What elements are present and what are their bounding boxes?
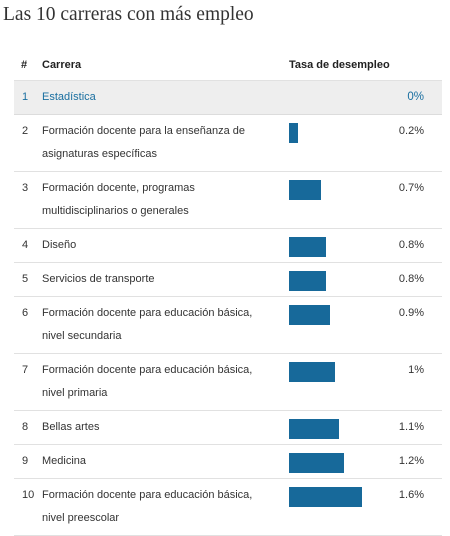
row-career-name: Formación docente para la enseñanza de a… bbox=[42, 125, 246, 160]
column-header-rate: Tasa de desempleo bbox=[289, 59, 390, 71]
row-career-name: Formación docente para educación básica,… bbox=[42, 307, 253, 342]
row-rank: 5 bbox=[22, 273, 29, 285]
row-value-label: 0.7% bbox=[398, 182, 424, 194]
header-divider bbox=[14, 80, 442, 81]
table-row: 4 Diseño 0.8% bbox=[14, 229, 442, 263]
bar-mark bbox=[289, 419, 339, 439]
table-row: 2 Formación docente para la enseñanza de … bbox=[14, 115, 442, 172]
row-value-label: 0% bbox=[407, 91, 424, 103]
table-row: 9 Medicina 1.2% bbox=[14, 445, 442, 479]
bar-mark bbox=[289, 271, 326, 291]
row-value-label: 0.8% bbox=[398, 273, 424, 285]
row-rank: 10 bbox=[22, 489, 35, 501]
row-rank: 2 bbox=[22, 125, 29, 137]
row-rank: 6 bbox=[22, 307, 29, 319]
row-rank: 1 bbox=[22, 91, 29, 103]
row-rank: 4 bbox=[22, 239, 29, 251]
row-value-label: 1.6% bbox=[398, 489, 424, 501]
row-career-name: Formación docente, programas multidiscip… bbox=[42, 182, 195, 217]
row-rank: 9 bbox=[22, 455, 29, 467]
chart-title: Las 10 carreras con más empleo bbox=[3, 4, 254, 25]
row-rank: 7 bbox=[22, 364, 29, 376]
table-row: 3 Formación docente, programas multidisci… bbox=[14, 172, 442, 229]
row-rank: 3 bbox=[22, 182, 29, 194]
row-career-name: Diseño bbox=[42, 239, 77, 251]
table-row: 8 Bellas artes 1.1% bbox=[14, 411, 442, 445]
table-row: 10 Formación docente para educación básic… bbox=[14, 479, 442, 536]
row-value-label: 1% bbox=[408, 364, 424, 376]
bar-mark bbox=[289, 123, 298, 143]
bar-mark bbox=[289, 453, 344, 473]
row-value-label: 1.2% bbox=[398, 455, 424, 467]
table-row: 5 Servicios de transporte 0.8% bbox=[14, 263, 442, 297]
row-career-name: Servicios de transporte bbox=[42, 273, 155, 285]
row-career-name: Formación docente para educación básica,… bbox=[42, 364, 253, 399]
table-row: 1 Estadística 0% bbox=[14, 81, 442, 115]
row-career-name: Estadística bbox=[42, 91, 96, 103]
column-header-rank: # bbox=[21, 59, 28, 71]
bar-mark bbox=[289, 487, 362, 507]
row-value-label: 0.9% bbox=[398, 307, 424, 319]
table-row: 7 Formación docente para educación básica… bbox=[14, 354, 442, 411]
row-rank: 8 bbox=[22, 421, 29, 433]
bar-mark bbox=[289, 237, 326, 257]
row-career-name: Formación docente para educación básica,… bbox=[42, 489, 253, 524]
bar-mark bbox=[289, 305, 330, 325]
row-career-name: Medicina bbox=[42, 455, 87, 467]
row-value-label: 0.8% bbox=[398, 239, 424, 251]
bar-mark bbox=[289, 362, 335, 382]
bar-mark bbox=[289, 180, 321, 200]
column-header-career: Carrera bbox=[42, 59, 82, 71]
row-value-label: 0.2% bbox=[398, 125, 424, 137]
row-career-name: Bellas artes bbox=[42, 421, 100, 433]
row-value-label: 1.1% bbox=[398, 421, 424, 433]
table-row: 6 Formación docente para educación básica… bbox=[14, 297, 442, 354]
